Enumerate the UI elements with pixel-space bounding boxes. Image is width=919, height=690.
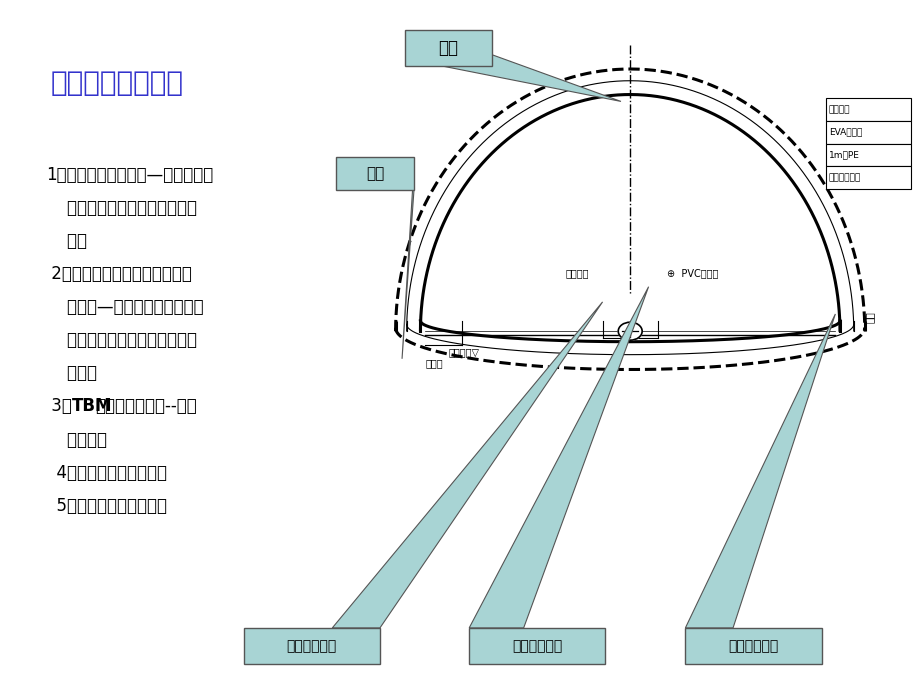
- Text: 岭隧道—利用工艺措施，与围: 岭隧道—利用工艺措施，与围: [46, 298, 203, 316]
- FancyBboxPatch shape: [685, 628, 821, 664]
- FancyBboxPatch shape: [244, 628, 380, 664]
- Polygon shape: [402, 166, 414, 359]
- Text: 初期支护: 初期支护: [828, 105, 849, 114]
- Text: 机法（山岭隧道--机械: 机法（山岭隧道--机械: [95, 397, 197, 415]
- Text: 横断: 横断: [864, 311, 873, 323]
- Polygon shape: [469, 287, 648, 628]
- Text: EVA防水板: EVA防水板: [828, 128, 861, 137]
- Text: 作业）: 作业）: [46, 364, 96, 382]
- FancyBboxPatch shape: [335, 157, 414, 190]
- Text: 二次衬砌仰拱: 二次衬砌仰拱: [287, 639, 336, 653]
- FancyBboxPatch shape: [825, 166, 910, 189]
- Text: 二次衬砌填充: 二次衬砌填充: [728, 639, 777, 653]
- Polygon shape: [439, 55, 620, 101]
- Circle shape: [618, 322, 641, 340]
- Text: 控制变形，人工、机械配合作: 控制变形，人工、机械配合作: [46, 199, 197, 217]
- Text: TBM: TBM: [72, 397, 112, 415]
- Text: 5、沉管法（海底隧道）: 5、沉管法（海底隧道）: [46, 497, 167, 515]
- Text: 业）: 业）: [46, 232, 87, 250]
- FancyBboxPatch shape: [825, 98, 910, 121]
- Text: 化作业）: 化作业）: [46, 431, 107, 448]
- FancyBboxPatch shape: [825, 121, 910, 144]
- Text: 拱部: 拱部: [438, 39, 458, 57]
- Text: 初期支护仰拱: 初期支护仰拱: [512, 639, 562, 653]
- Text: 墙部: 墙部: [366, 166, 383, 181]
- Text: ⊕  PVC排水管: ⊕ PVC排水管: [666, 268, 718, 278]
- Text: 岩共同受力，人工、机械配合: 岩共同受力，人工、机械配合: [46, 331, 197, 349]
- Polygon shape: [332, 302, 602, 628]
- Polygon shape: [685, 314, 834, 628]
- Text: 1、矿山法（山岭隧道—立即支顶，: 1、矿山法（山岭隧道—立即支顶，: [46, 166, 213, 184]
- FancyBboxPatch shape: [404, 30, 492, 66]
- Text: 3、: 3、: [46, 397, 72, 415]
- Text: 4、盾构法（地铁工程）: 4、盾构法（地铁工程）: [46, 464, 167, 482]
- Text: 侧水沟: 侧水沟: [425, 357, 442, 368]
- Text: 中心水沟: 中心水沟: [565, 268, 589, 278]
- Text: 1m宽PE: 1m宽PE: [828, 150, 859, 159]
- FancyBboxPatch shape: [825, 144, 910, 166]
- Text: 2、新奥法（喷锚构筑法）（山: 2、新奥法（喷锚构筑法）（山: [46, 265, 192, 283]
- Text: 内轨顶面▽: 内轨顶面▽: [448, 347, 479, 357]
- Text: 二次模筑衬砌: 二次模筑衬砌: [828, 173, 860, 182]
- Text: 一、隧道施工简介: 一、隧道施工简介: [51, 69, 184, 97]
- FancyBboxPatch shape: [469, 628, 605, 664]
